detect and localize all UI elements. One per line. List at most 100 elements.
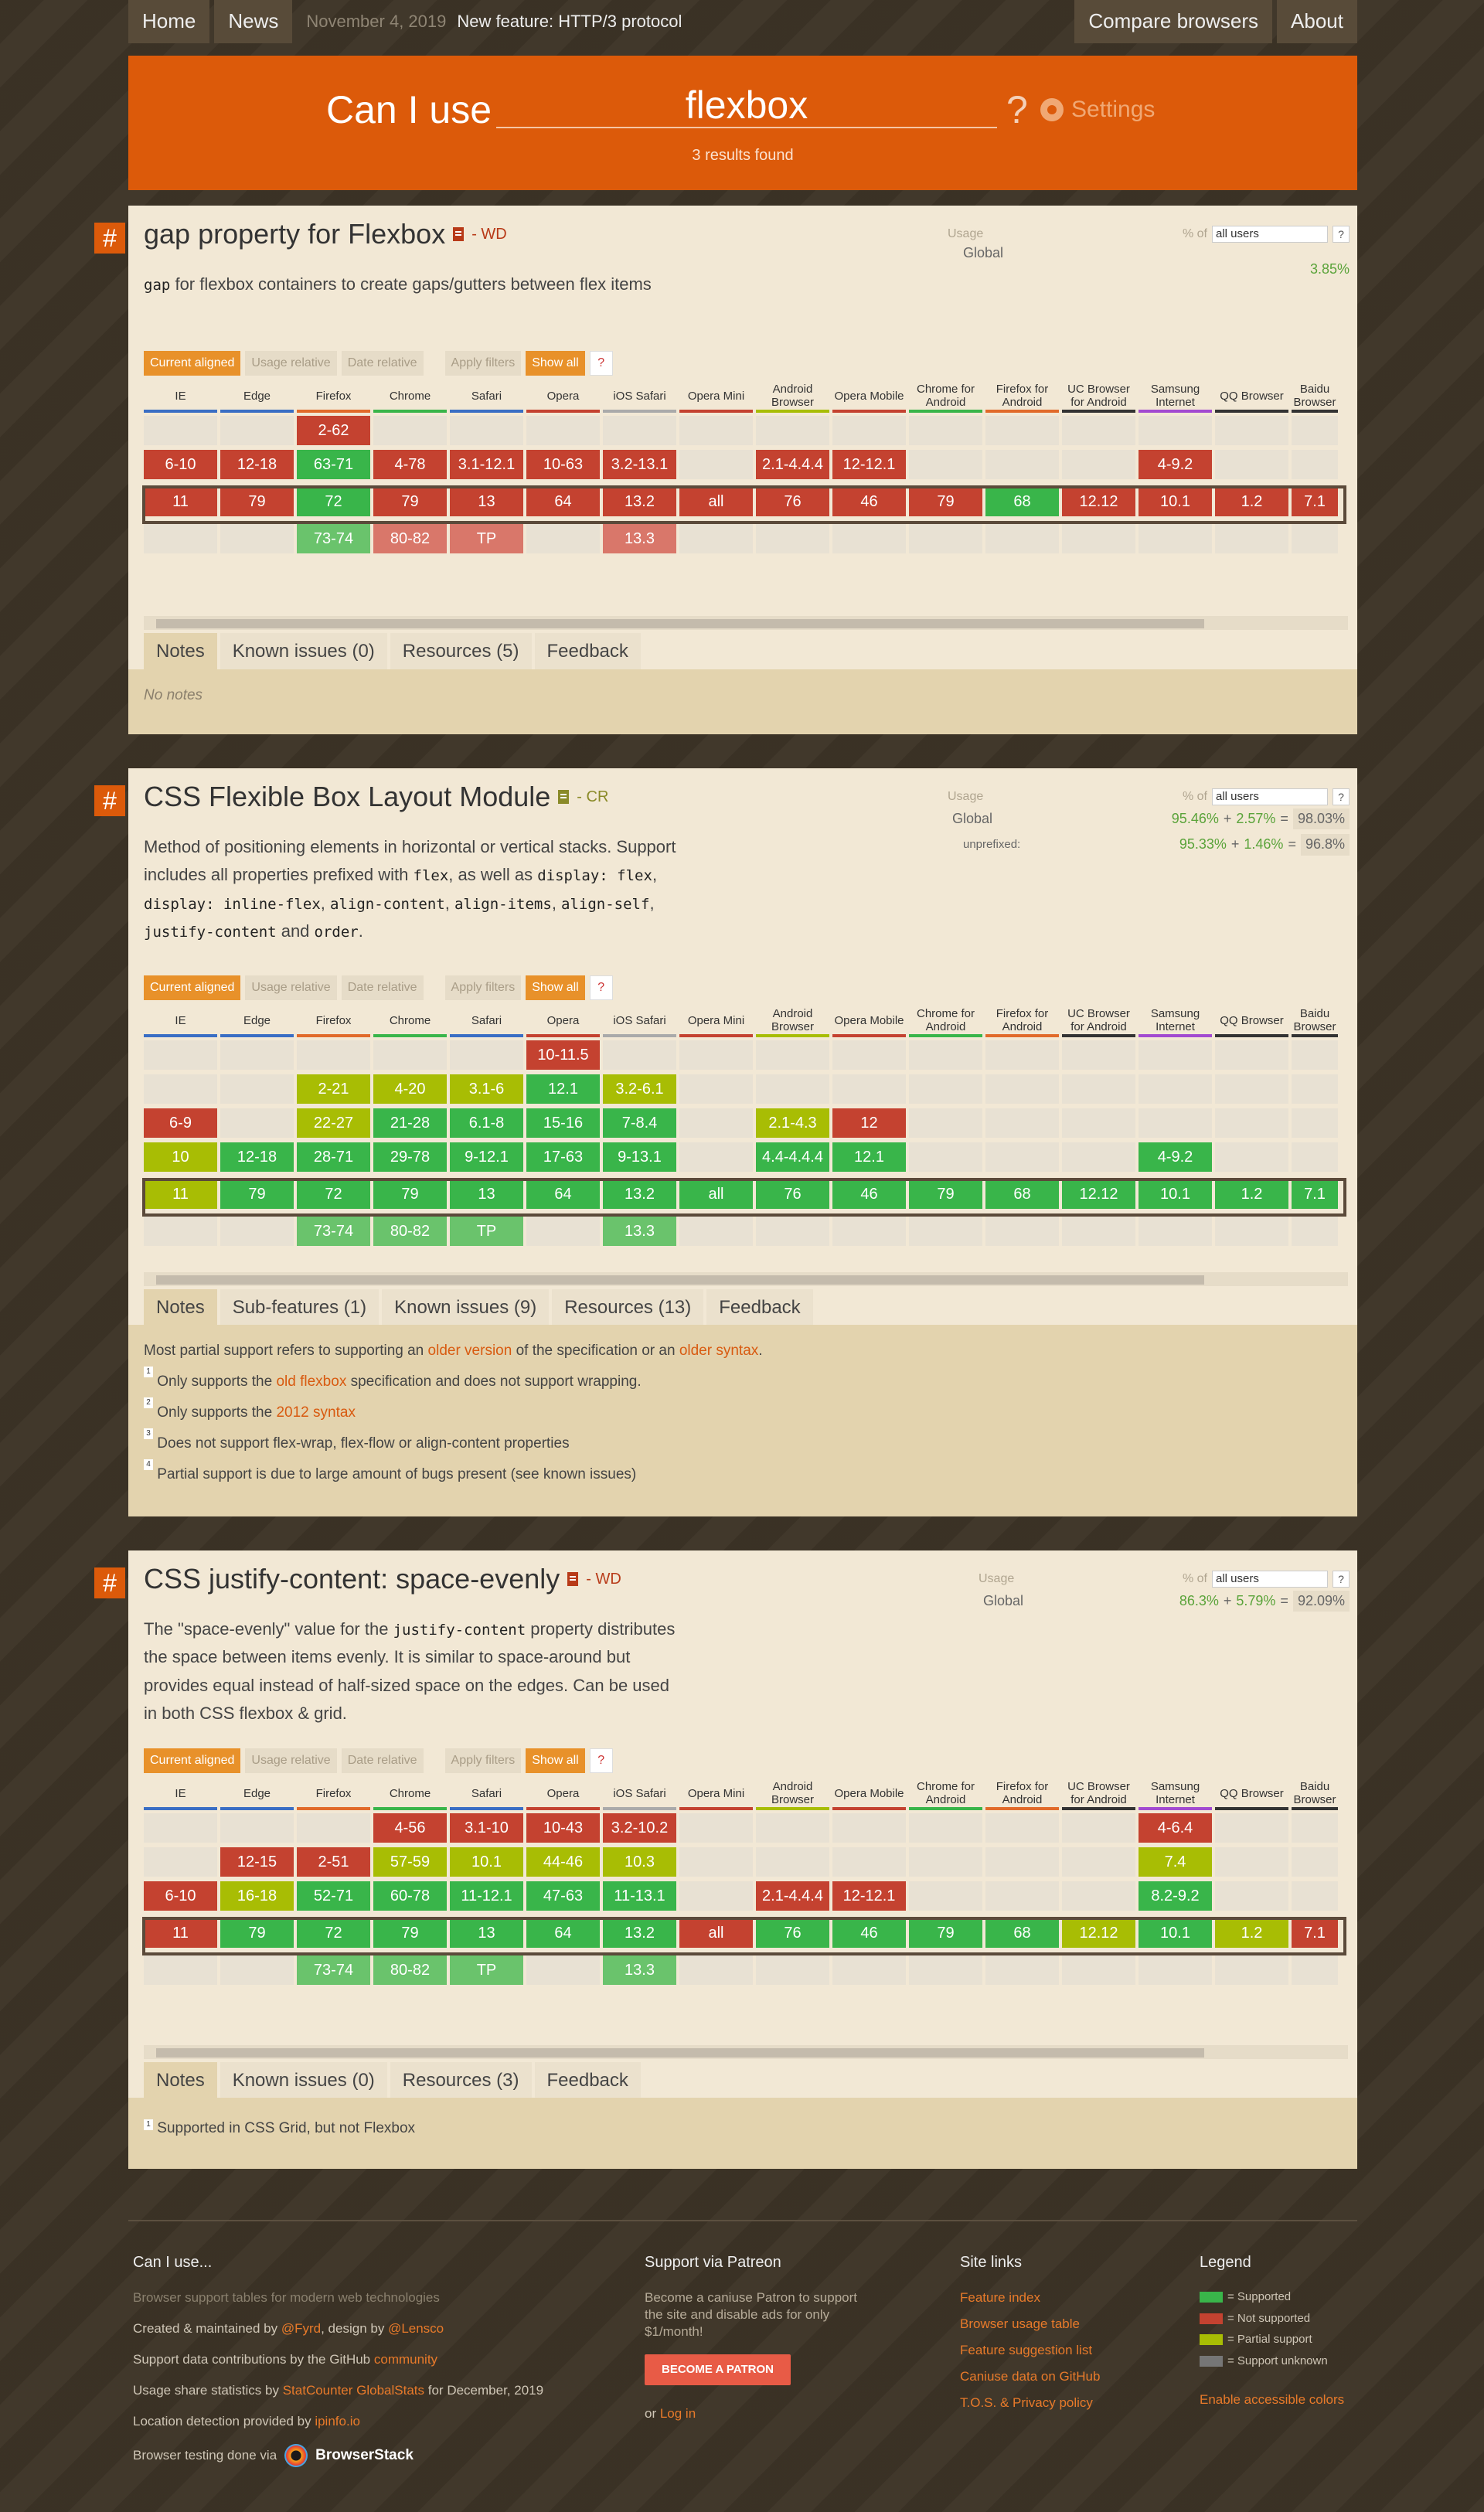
version-cell[interactable]: TP: [450, 1217, 523, 1246]
version-cell[interactable]: 13.3: [603, 524, 676, 553]
version-cell[interactable]: 3.2-6.1: [603, 1074, 676, 1104]
version-cell[interactable]: 44-46: [526, 1847, 600, 1877]
version-cell[interactable]: 79: [220, 487, 294, 516]
tab-2[interactable]: Resources (5): [390, 633, 532, 670]
tab-1[interactable]: Known issues (0): [220, 633, 387, 670]
scrollbar-thumb[interactable]: [156, 619, 1204, 628]
version-cell[interactable]: 3.1-6: [450, 1074, 523, 1104]
version-cell[interactable]: 4.4-4.4.4: [756, 1142, 829, 1172]
version-cell[interactable]: 80-82: [373, 1217, 447, 1246]
version-cell[interactable]: 10-63: [526, 450, 600, 479]
anchor-link[interactable]: #: [94, 223, 125, 254]
version-cell[interactable]: 13: [450, 487, 523, 516]
version-cell[interactable]: 6-10: [144, 450, 217, 479]
version-cell[interactable]: 46: [832, 487, 906, 516]
version-cell[interactable]: 29-78: [373, 1142, 447, 1172]
spec-status[interactable]: - CR: [577, 788, 609, 806]
version-cell[interactable]: TP: [450, 524, 523, 553]
version-cell[interactable]: 10.1: [450, 1847, 523, 1877]
tab-2[interactable]: Known issues (9): [382, 1289, 550, 1326]
version-cell[interactable]: 63-71: [297, 450, 370, 479]
spec-status[interactable]: - WD: [471, 226, 507, 243]
ipinfo-link[interactable]: ipinfo.io: [315, 2414, 360, 2429]
filter-date-relative[interactable]: Date relative: [341, 975, 424, 1000]
scrollbar-thumb[interactable]: [156, 1275, 1204, 1285]
tab-1[interactable]: Known issues (0): [220, 2062, 387, 2099]
version-cell[interactable]: 28-71: [297, 1142, 370, 1172]
version-cell[interactable]: 9-12.1: [450, 1142, 523, 1172]
tab-3[interactable]: Feedback: [534, 633, 641, 670]
filter-current-aligned[interactable]: Current aligned: [144, 351, 241, 376]
site-link[interactable]: Browser usage table: [960, 2316, 1080, 2332]
community-link[interactable]: community: [373, 2352, 438, 2367]
version-cell[interactable]: 10.1: [1139, 1918, 1212, 1948]
version-cell[interactable]: 6.1-8: [450, 1108, 523, 1138]
version-cell[interactable]: 13.2: [603, 1179, 676, 1209]
version-cell[interactable]: 13: [450, 1179, 523, 1209]
apply-filters-button[interactable]: Apply filters: [444, 1748, 522, 1773]
grid-scrollbar[interactable]: [144, 1272, 1348, 1286]
version-cell[interactable]: 3.1-10: [450, 1813, 523, 1843]
version-cell[interactable]: 79: [220, 1918, 294, 1948]
show-all-button[interactable]: Show all: [526, 351, 585, 376]
version-cell[interactable]: 10-11.5: [526, 1040, 600, 1070]
version-cell[interactable]: 4-9.2: [1139, 450, 1212, 479]
version-cell[interactable]: all: [679, 487, 753, 516]
filters-help-button[interactable]: ?: [589, 1748, 613, 1773]
apply-filters-button[interactable]: Apply filters: [444, 351, 522, 376]
nav-news[interactable]: News: [214, 0, 293, 43]
version-cell[interactable]: 21-28: [373, 1108, 447, 1138]
version-cell[interactable]: 13.2: [603, 487, 676, 516]
show-all-button[interactable]: Show all: [526, 975, 585, 1000]
usage-help-button[interactable]: ?: [1333, 226, 1350, 243]
filter-current-aligned[interactable]: Current aligned: [144, 975, 241, 1000]
version-cell[interactable]: 16-18: [220, 1881, 294, 1911]
site-link[interactable]: Feature suggestion list: [960, 2343, 1093, 2358]
version-cell[interactable]: 7-8.4: [603, 1108, 676, 1138]
version-cell[interactable]: 13.2: [603, 1918, 676, 1948]
lensco-link[interactable]: @Lensco: [388, 2321, 444, 2337]
version-cell[interactable]: all: [679, 1918, 753, 1948]
version-cell[interactable]: 3.2-13.1: [603, 450, 676, 479]
version-cell[interactable]: 79: [220, 1179, 294, 1209]
grid-scrollbar[interactable]: [144, 616, 1348, 630]
version-cell[interactable]: 79: [909, 1179, 982, 1209]
spec-status[interactable]: - WD: [586, 1571, 621, 1588]
filter-usage-relative[interactable]: Usage relative: [245, 1748, 337, 1773]
version-cell[interactable]: 7.1: [1292, 1179, 1338, 1209]
version-cell[interactable]: 47-63: [526, 1881, 600, 1911]
spec-link[interactable]: 2012 syntax: [276, 1404, 356, 1421]
version-cell[interactable]: 2.1-4.4.4: [756, 1881, 829, 1911]
version-cell[interactable]: 76: [756, 1179, 829, 1209]
filter-current-aligned[interactable]: Current aligned: [144, 1748, 241, 1773]
version-cell[interactable]: 79: [373, 487, 447, 516]
version-cell[interactable]: 7.4: [1139, 1847, 1212, 1877]
version-cell[interactable]: 8.2-9.2: [1139, 1881, 1212, 1911]
filter-usage-relative[interactable]: Usage relative: [245, 975, 337, 1000]
tab-3[interactable]: Feedback: [534, 2062, 641, 2099]
version-cell[interactable]: 79: [909, 487, 982, 516]
version-cell[interactable]: 76: [756, 487, 829, 516]
version-cell[interactable]: 68: [985, 487, 1059, 516]
version-cell[interactable]: 10.1: [1139, 487, 1212, 516]
usage-help-button[interactable]: ?: [1333, 788, 1350, 805]
version-cell[interactable]: 22-27: [297, 1108, 370, 1138]
version-cell[interactable]: 80-82: [373, 1955, 447, 1985]
version-cell[interactable]: 7.1: [1292, 487, 1338, 516]
version-cell[interactable]: 15-16: [526, 1108, 600, 1138]
filter-date-relative[interactable]: Date relative: [341, 1748, 424, 1773]
notes-link[interactable]: older version: [427, 1343, 512, 1359]
version-cell[interactable]: 10.1: [1139, 1179, 1212, 1209]
version-cell[interactable]: 46: [832, 1918, 906, 1948]
version-cell[interactable]: 52-71: [297, 1881, 370, 1911]
version-cell[interactable]: 76: [756, 1918, 829, 1948]
version-cell[interactable]: TP: [450, 1955, 523, 1985]
version-cell[interactable]: 2-21: [297, 1074, 370, 1104]
anchor-link[interactable]: #: [94, 1567, 125, 1598]
version-cell[interactable]: 72: [297, 1918, 370, 1948]
version-cell[interactable]: 6-10: [144, 1881, 217, 1911]
version-cell[interactable]: 79: [373, 1918, 447, 1948]
browserstack-logo-icon[interactable]: [284, 2444, 308, 2468]
version-cell[interactable]: 12-12.1: [832, 1881, 906, 1911]
version-cell[interactable]: 4-6.4: [1139, 1813, 1212, 1843]
